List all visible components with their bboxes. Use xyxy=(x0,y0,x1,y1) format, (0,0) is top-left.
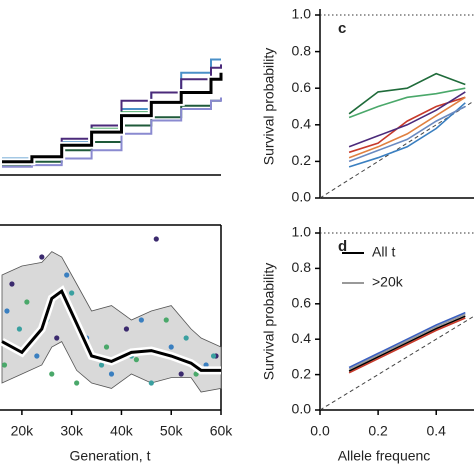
line xyxy=(348,87,466,119)
y-tick-label: 0.0 xyxy=(292,189,312,205)
point xyxy=(153,236,159,242)
x-axis-label: Generation, t xyxy=(70,448,151,464)
x-tick-label: 60k xyxy=(210,423,234,439)
point xyxy=(4,308,10,314)
x-tick-label: 20k xyxy=(11,423,35,439)
point xyxy=(133,357,139,363)
y-tick-label: 0.6 xyxy=(292,295,312,311)
point xyxy=(16,326,23,332)
point xyxy=(64,272,70,278)
x-tick-label: 0.4 xyxy=(426,423,446,439)
y-tick-label: 0.2 xyxy=(292,152,312,168)
y-tick-label: 0.2 xyxy=(292,365,312,381)
panel-label: c xyxy=(338,20,346,37)
y-tick-label: 1.0 xyxy=(292,224,312,240)
line xyxy=(348,72,466,115)
x-tick-label: 50k xyxy=(160,423,184,439)
point xyxy=(103,344,110,350)
y-tick-label: 0.4 xyxy=(292,116,312,132)
diagonal xyxy=(319,100,474,199)
y-axis-label: Survival probability xyxy=(261,48,277,166)
band xyxy=(1,251,222,393)
line xyxy=(348,313,466,371)
step-line-halo xyxy=(2,72,225,166)
x-axis-label: Allele frequenc xyxy=(338,448,431,464)
point xyxy=(123,326,130,332)
point xyxy=(9,281,15,287)
point xyxy=(34,353,40,359)
step-line xyxy=(2,72,223,164)
line xyxy=(348,317,466,374)
diagonal xyxy=(319,315,474,411)
line xyxy=(348,311,466,369)
point xyxy=(98,362,105,368)
point xyxy=(183,335,189,341)
point xyxy=(168,344,174,350)
point xyxy=(69,290,75,296)
x-tick-label: 0.2 xyxy=(368,423,388,439)
point xyxy=(54,335,60,341)
legend-label: All t xyxy=(372,244,395,260)
point xyxy=(210,353,217,359)
point xyxy=(49,371,55,377)
point xyxy=(108,371,115,377)
point xyxy=(193,371,199,377)
panel-label: d xyxy=(338,238,347,255)
line xyxy=(348,102,466,168)
point xyxy=(148,380,154,386)
y-tick-label: 1.0 xyxy=(292,6,312,22)
y-tick-label: 0.8 xyxy=(292,259,312,275)
line xyxy=(348,105,466,163)
y-tick-label: 0.4 xyxy=(292,330,312,346)
line xyxy=(348,96,466,159)
x-tick-label: 40k xyxy=(110,423,134,439)
y-tick-label: 0.8 xyxy=(292,42,312,58)
point xyxy=(203,362,209,368)
line xyxy=(348,91,466,148)
point xyxy=(74,380,80,386)
point xyxy=(138,317,144,323)
point xyxy=(24,299,30,305)
line xyxy=(348,315,466,372)
y-tick-label: 0.0 xyxy=(292,401,312,417)
legend-label: >20k xyxy=(372,274,404,290)
y-tick-label: 0.6 xyxy=(292,79,312,95)
point xyxy=(163,317,169,323)
point xyxy=(39,254,45,260)
step-line xyxy=(2,64,222,163)
point xyxy=(1,362,8,368)
point xyxy=(178,371,184,377)
x-tick-label: 0.0 xyxy=(310,423,330,439)
y-axis-label: Survival probability xyxy=(261,263,277,381)
x-tick-label: 30k xyxy=(60,423,84,439)
mean-line xyxy=(1,288,221,372)
